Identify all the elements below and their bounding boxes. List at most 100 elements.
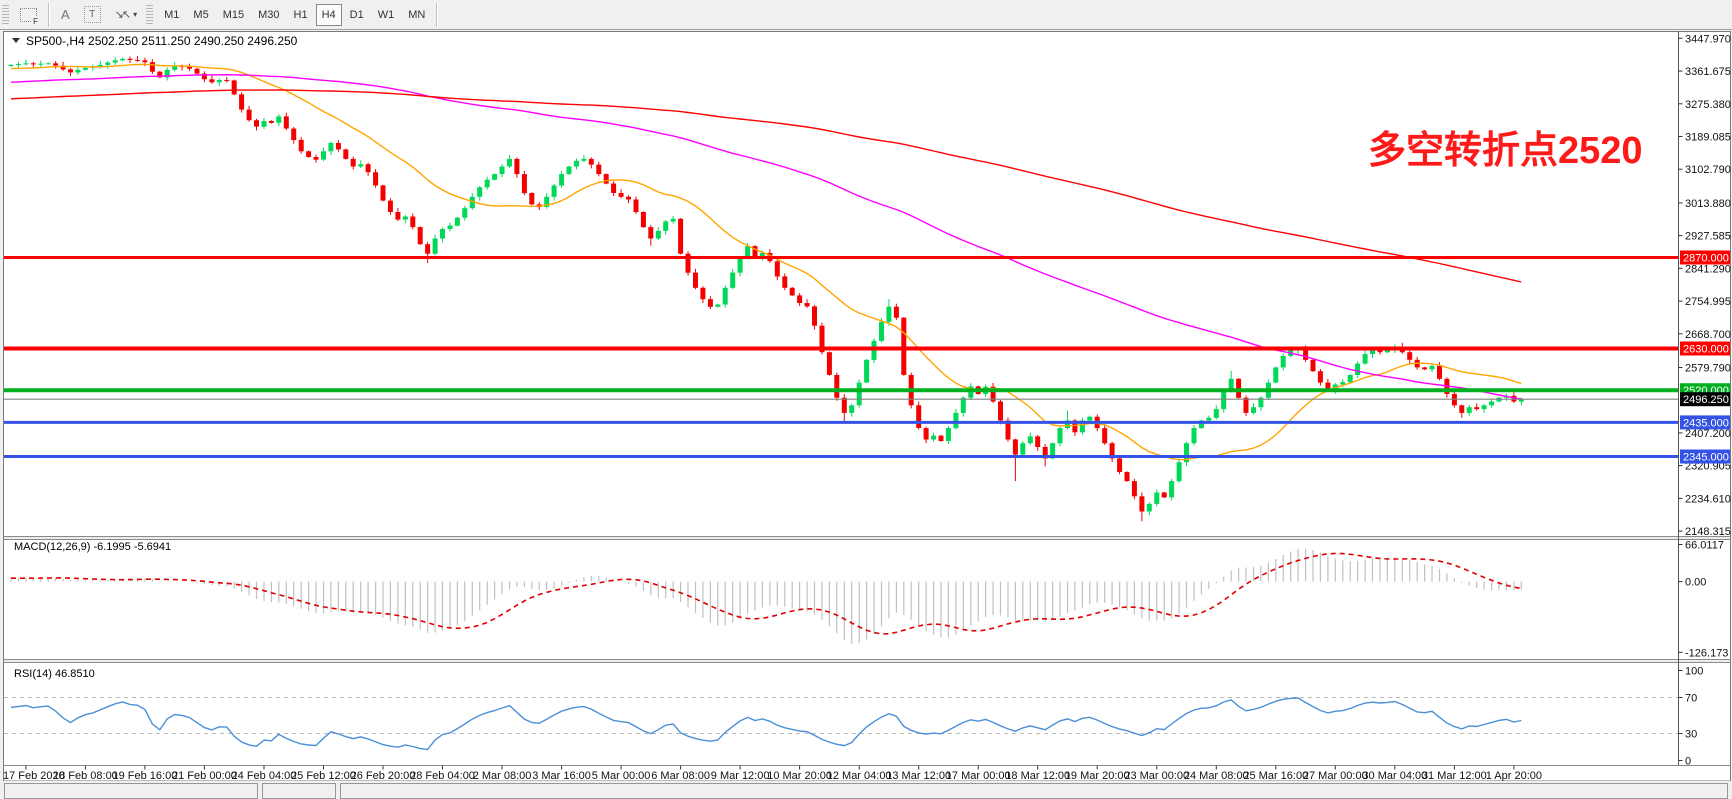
macd-axis-label: 0.00 — [1685, 577, 1706, 589]
candle-body — [343, 149, 349, 159]
time-axis-label: 31 Mar 12:00 — [1422, 770, 1487, 782]
text-tool-button[interactable]: A — [55, 4, 76, 26]
time-axis-label: 28 Feb 04:00 — [410, 770, 475, 782]
candle-body — [938, 435, 944, 441]
rsi-axis-label: 0 — [1685, 756, 1691, 768]
timeframe-button-W1[interactable]: W1 — [372, 4, 401, 26]
candle-body — [1489, 401, 1495, 406]
time-axis-label: 30 Mar 04:00 — [1362, 770, 1427, 782]
toolbar-separator — [48, 2, 50, 27]
crosshair-tool-button[interactable]: F — [14, 4, 43, 26]
rsi-axis[interactable]: 100 70 30 0 — [1678, 666, 1704, 768]
timeframe-button-H1[interactable]: H1 — [288, 4, 314, 26]
candle-body — [425, 244, 431, 254]
candle-body — [759, 252, 765, 258]
candle-body — [8, 64, 14, 66]
horizontal-level-lines[interactable] — [4, 256, 1678, 458]
candle-body — [142, 60, 148, 63]
candle-body — [774, 261, 780, 277]
timeframe-toolbar-grip[interactable] — [146, 4, 154, 25]
timeframe-button-H4[interactable]: H4 — [315, 3, 342, 26]
candle-body — [112, 60, 118, 63]
macd-signal-line — [10, 552, 1522, 635]
timeframe-button-M30[interactable]: M30 — [252, 4, 285, 26]
candle-body — [931, 435, 937, 440]
candle-body — [752, 246, 758, 258]
candle-body — [23, 63, 29, 65]
candle-body — [254, 120, 259, 127]
candle-body — [1206, 417, 1212, 421]
chart-collapse-icon[interactable] — [12, 38, 20, 43]
candle-body — [291, 128, 297, 140]
panel-splitter[interactable] — [4, 660, 1730, 662]
candle-body — [670, 218, 676, 222]
candle-body — [990, 386, 996, 402]
candle-body — [812, 306, 817, 326]
candle-body — [53, 63, 59, 66]
candle-body — [402, 216, 408, 220]
f-icon-label: F — [32, 16, 39, 26]
time-axis-label: 3 Mar 16:00 — [532, 770, 591, 782]
timeframe-button-MN[interactable]: MN — [402, 4, 431, 26]
time-axis-label: 26 Feb 20:00 — [351, 770, 416, 782]
candle-body — [149, 62, 155, 72]
candle-body — [1020, 443, 1026, 455]
candle-body — [923, 428, 929, 440]
time-axis-label: 19 Feb 16:00 — [112, 770, 177, 782]
candle-body — [960, 397, 966, 413]
rsi-axis-label: 100 — [1685, 666, 1703, 678]
candle-body — [655, 230, 661, 239]
price-badge-2870.000 — [1680, 250, 1730, 265]
candle-body — [321, 151, 326, 160]
candle-body — [246, 109, 252, 121]
candle-body — [841, 397, 847, 413]
toolbar-grip[interactable] — [2, 4, 9, 25]
price-badge-2345.000 — [1680, 449, 1730, 464]
timeframe-button-M15[interactable]: M15 — [217, 4, 250, 26]
candle-body — [1481, 405, 1487, 410]
candle-body — [633, 199, 639, 212]
candle-body — [707, 299, 713, 307]
time-axis-label: 6 Mar 08:00 — [651, 770, 710, 782]
status-bar — [0, 781, 1732, 799]
candle-body — [1124, 472, 1130, 482]
price-badge-2630.000 — [1680, 341, 1730, 356]
candle-body — [953, 412, 959, 429]
price-axis-label: 3447.970 — [1685, 33, 1731, 45]
candle-body — [120, 58, 126, 61]
candle-body — [135, 59, 140, 61]
candle-body — [1384, 350, 1390, 353]
candle-body — [573, 160, 579, 167]
candle-body — [380, 185, 386, 201]
timeframe-button-D1[interactable]: D1 — [344, 4, 370, 26]
status-cell — [262, 783, 336, 799]
arrows-icon: ↘↖ — [114, 9, 132, 21]
timeframe-button-M1[interactable]: M1 — [158, 4, 185, 26]
annotation-text[interactable]: 多空转折点2520 — [1368, 130, 1643, 172]
price-axis-label: 2148.315 — [1685, 526, 1731, 538]
arrows-tool-button[interactable]: ↘↖ ▾ — [109, 4, 143, 26]
panel-splitter[interactable] — [4, 537, 1730, 539]
price-axis-label: 3013.880 — [1685, 198, 1731, 210]
time-axis-label: 27 Mar 00:00 — [1303, 770, 1368, 782]
time-axis-label: 17 Mar 00:00 — [946, 770, 1011, 782]
macd-axis[interactable]: 66.0117 0.00 -126.173 — [1678, 540, 1729, 660]
candle-body — [1057, 428, 1063, 444]
textbox-tool-button[interactable]: T — [78, 4, 107, 26]
candle-body — [447, 225, 453, 229]
time-axis-label: 24 Feb 04:00 — [232, 770, 297, 782]
candle-body — [1310, 359, 1316, 372]
candle-body — [313, 157, 319, 160]
time-axis-label: 1 Apr 20:00 — [1486, 770, 1542, 782]
current-price-badge-label: 2496.250 — [1683, 394, 1729, 406]
candle-body — [1154, 492, 1160, 504]
timeframe-button-M5[interactable]: M5 — [187, 4, 214, 26]
candle-body — [782, 276, 788, 288]
price-axis[interactable]: 3447.970 3361.675 3275.380 3189.085 3102.790… — [1678, 33, 1731, 538]
candle-body — [68, 69, 73, 73]
candle-body — [484, 179, 490, 188]
candle-body — [1117, 458, 1123, 472]
